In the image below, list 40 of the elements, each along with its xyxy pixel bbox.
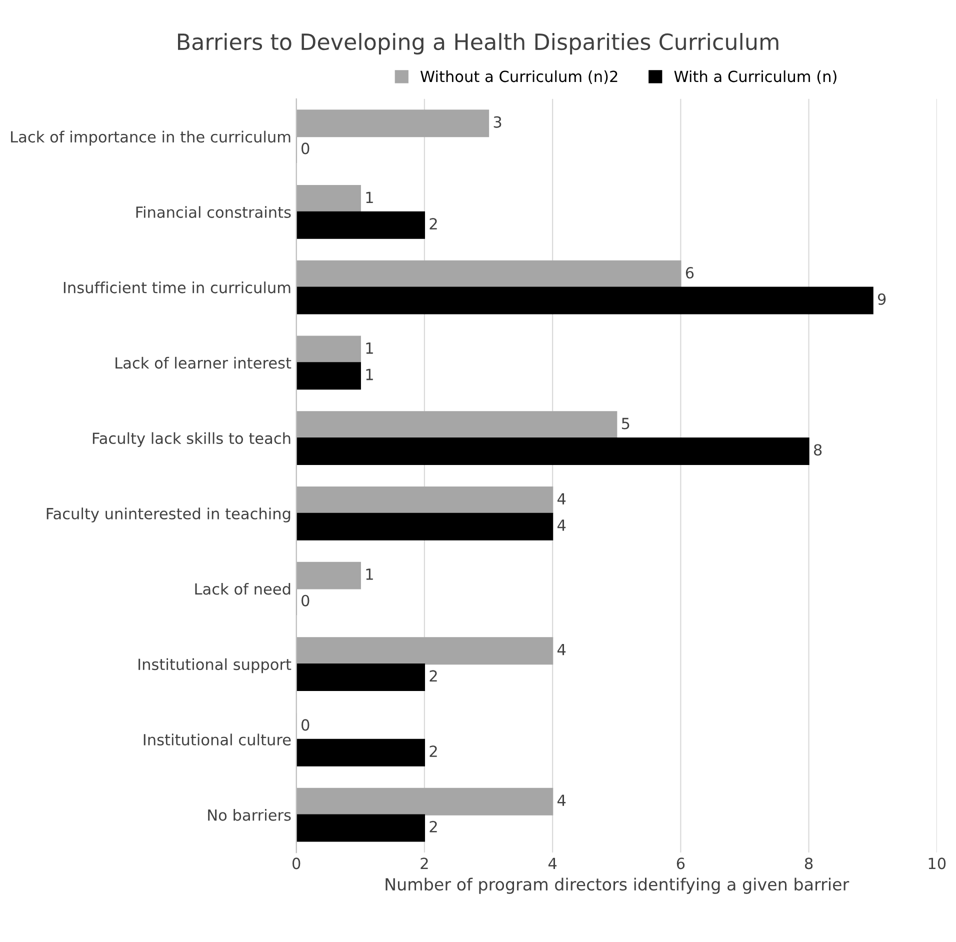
data-label: 0 <box>302 719 310 731</box>
data-label: 5 <box>622 418 630 430</box>
y-tick-label: Institutional support <box>138 658 292 674</box>
y-tick-label: Financial constraints <box>136 206 291 218</box>
y-tick-label: No barriers <box>208 809 291 821</box>
data-label: 2 <box>430 218 437 230</box>
legend-label: Without a Curriculum (n)2 <box>420 70 618 84</box>
y-tick-label: Insufficient time in curriculum <box>64 282 290 294</box>
data-label: 4 <box>557 493 566 504</box>
x-tick-label: 10 <box>928 858 946 870</box>
y-tick-label: Institutional culture <box>144 734 291 746</box>
y-tick-label: Faculty uninterested in teaching <box>46 508 290 522</box>
data-label: 2 <box>430 670 437 682</box>
data-label: 1 <box>366 568 373 580</box>
chart-title: Barriers to Developing a Health Disparities Curriculum <box>178 32 778 54</box>
data-label: 8 <box>814 444 822 456</box>
data-label: 0 <box>302 142 310 154</box>
data-label: 0 <box>302 594 310 606</box>
y-tick-label: Lack of importance in the curriculum <box>11 130 290 146</box>
data-label: 2 <box>430 746 437 757</box>
data-label: 6 <box>686 267 694 279</box>
x-tick-label: 0 <box>292 858 300 870</box>
x-tick-label: 4 <box>548 858 557 869</box>
x-tick-label: 6 <box>676 858 685 870</box>
data-label: 1 <box>366 342 373 354</box>
data-label: 1 <box>366 192 373 203</box>
y-tick-label: Lack of need <box>195 582 290 595</box>
x-tick-label: 8 <box>804 858 813 870</box>
data-label: 1 <box>366 368 373 380</box>
x-axis-title: Number of program directors identifying a given barrier <box>386 878 850 894</box>
y-tick-label: Lack of learner interest <box>116 356 292 369</box>
x-tick-label: 2 <box>420 858 428 869</box>
y-tick-label: Faculty lack skills to teach <box>92 432 290 448</box>
data-label: 9 <box>878 293 886 305</box>
data-label: 3 <box>494 116 502 128</box>
data-label: 4 <box>557 644 566 656</box>
data-label: 4 <box>557 794 566 806</box>
data-label: 2 <box>430 820 437 832</box>
legend-label: With a Curriculum (n) <box>674 70 836 84</box>
data-label: 4 <box>557 520 566 531</box>
